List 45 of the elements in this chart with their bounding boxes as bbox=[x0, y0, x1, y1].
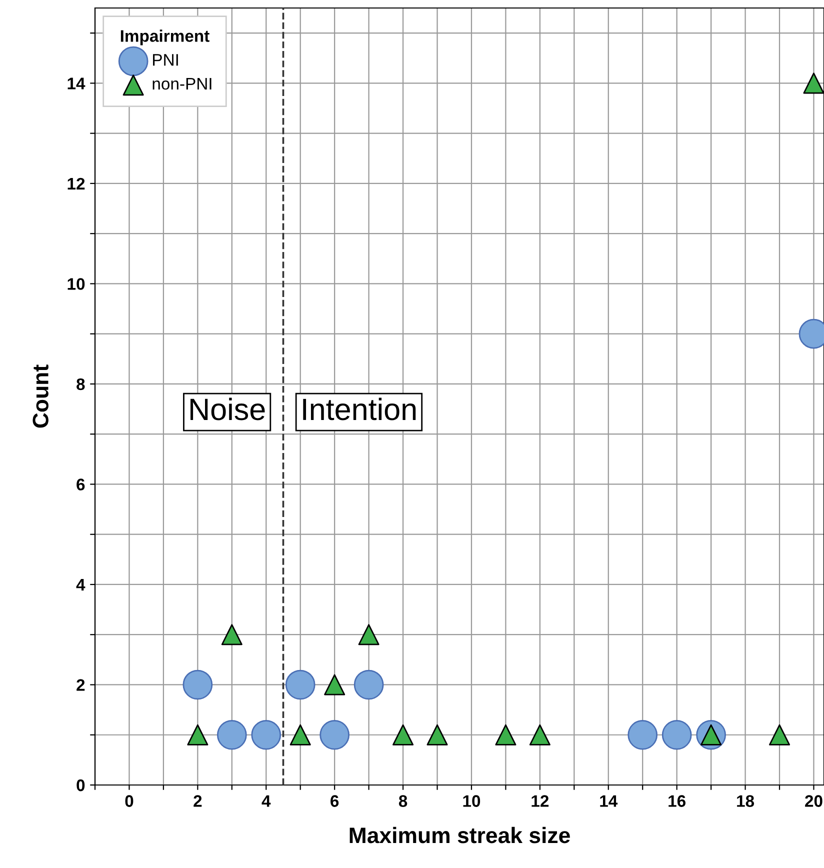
x-tick-label: 10 bbox=[463, 795, 480, 807]
x-tick-label: 8 bbox=[398, 795, 408, 807]
annotation: Noise bbox=[190, 398, 265, 420]
x-axis-title: Maximum streak size bbox=[350, 826, 570, 844]
x-tick-label: 20 bbox=[805, 795, 822, 807]
x-tick-label: 6 bbox=[330, 795, 339, 807]
legend-title: Impairment bbox=[120, 30, 210, 46]
x-tick-label: 12 bbox=[532, 795, 549, 807]
legend-label: PNI bbox=[153, 54, 178, 66]
y-tick-label: 8 bbox=[76, 378, 85, 390]
y-tick-label: 2 bbox=[76, 679, 85, 691]
point bbox=[662, 720, 692, 750]
x-tick-label: 18 bbox=[737, 795, 754, 807]
point bbox=[354, 670, 384, 700]
point bbox=[529, 724, 550, 746]
y-tick-label: 0 bbox=[76, 779, 85, 792]
y-axis-title: Count bbox=[32, 364, 48, 428]
x-tick-label: 0 bbox=[125, 795, 134, 807]
point bbox=[216, 720, 247, 750]
point bbox=[803, 72, 824, 94]
y-tick-label: 4 bbox=[76, 579, 86, 591]
point bbox=[290, 724, 311, 746]
point bbox=[324, 674, 346, 696]
x-tick-label: 2 bbox=[194, 795, 202, 807]
annotation: Intention bbox=[303, 398, 416, 420]
point bbox=[251, 720, 282, 750]
point bbox=[182, 670, 213, 700]
y-tick-label: 6 bbox=[76, 478, 85, 490]
point bbox=[187, 724, 208, 746]
point bbox=[320, 720, 350, 750]
point bbox=[285, 670, 316, 700]
point bbox=[392, 724, 414, 746]
point bbox=[426, 724, 448, 746]
point bbox=[768, 724, 790, 746]
y-tick-label: 12 bbox=[68, 178, 85, 190]
x-tick-label: 16 bbox=[668, 795, 686, 807]
point bbox=[628, 720, 658, 750]
y-tick-label: 14 bbox=[68, 78, 86, 90]
point bbox=[221, 624, 242, 646]
x-tick-label: 14 bbox=[600, 795, 618, 807]
legend-label: non-PNI bbox=[152, 78, 212, 90]
y-tick-label: 10 bbox=[68, 278, 85, 290]
point bbox=[495, 724, 516, 746]
point bbox=[358, 624, 380, 646]
x-tick-label: 4 bbox=[262, 795, 271, 807]
